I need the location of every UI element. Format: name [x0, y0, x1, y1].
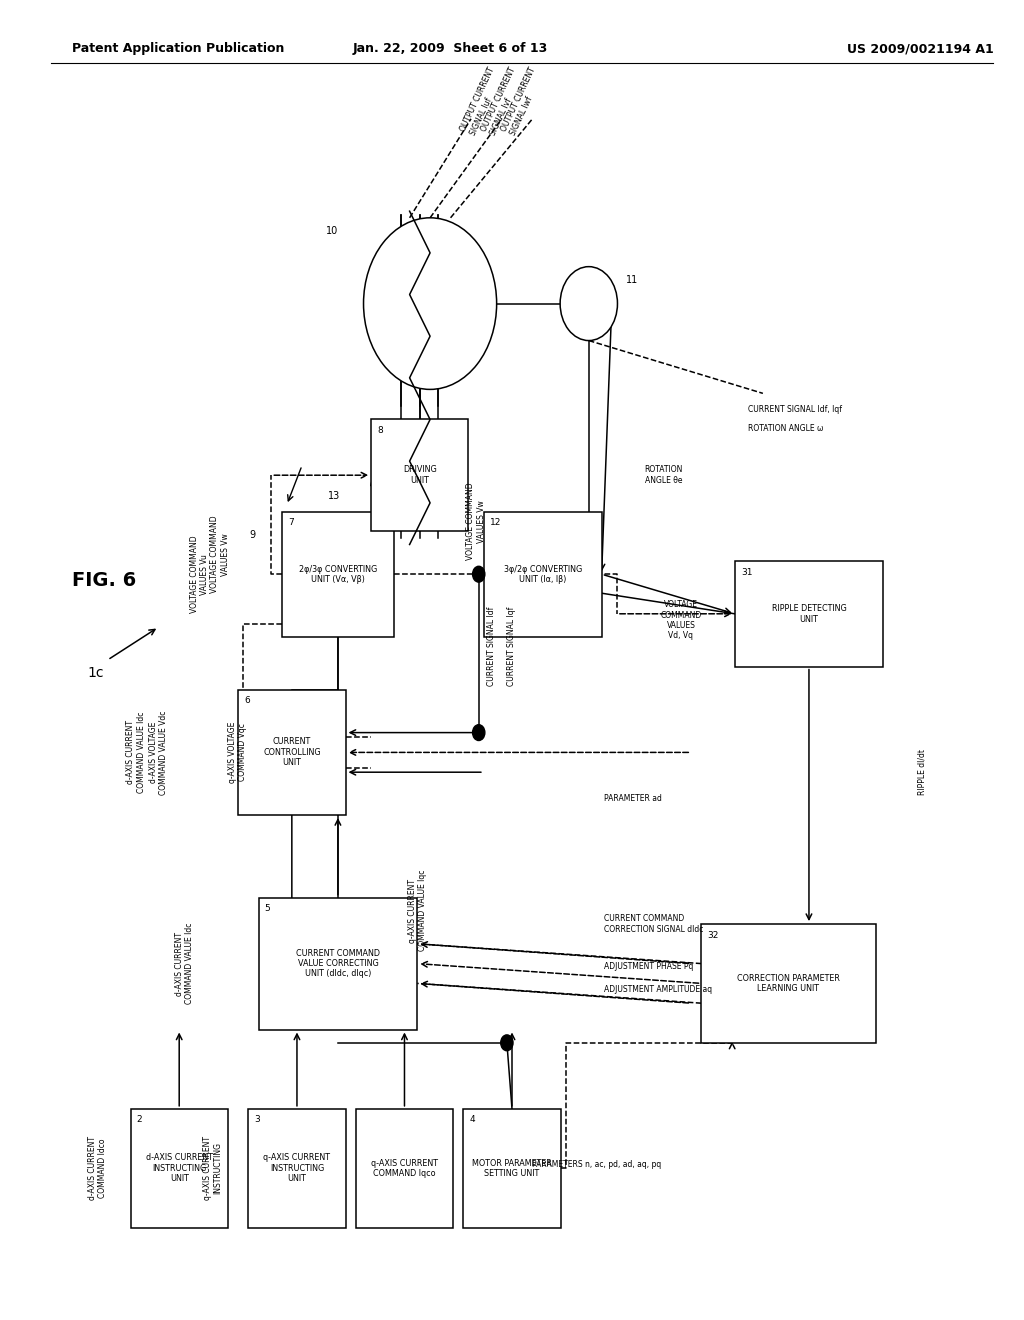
Text: ROTATION
ANGLE θe: ROTATION ANGLE θe	[644, 466, 683, 484]
Text: d-AXIS CURRENT
INSTRUCTING
UNIT: d-AXIS CURRENT INSTRUCTING UNIT	[145, 1154, 213, 1183]
Text: CURRENT
CONTROLLING
UNIT: CURRENT CONTROLLING UNIT	[263, 738, 321, 767]
Text: CURRENT SIGNAL Iqf: CURRENT SIGNAL Iqf	[508, 607, 516, 686]
Text: ADJUSTMENT PHASE Pq: ADJUSTMENT PHASE Pq	[604, 962, 693, 970]
Text: ROTATION ANGLE ω: ROTATION ANGLE ω	[748, 425, 823, 433]
Text: CURRENT SIGNAL Idf: CURRENT SIGNAL Idf	[487, 607, 496, 686]
Text: OUTPUT CURRENT
SIGNAL Iuf: OUTPUT CURRENT SIGNAL Iuf	[459, 66, 506, 137]
Text: q-AXIS CURRENT
INSTRUCTING: q-AXIS CURRENT INSTRUCTING	[204, 1137, 222, 1200]
Text: 5: 5	[264, 904, 270, 913]
Text: d-AXIS CURRENT
COMMAND VALUE Idc: d-AXIS CURRENT COMMAND VALUE Idc	[127, 711, 145, 793]
Text: q-AXIS VOLTAGE
COMMAND Vqc: q-AXIS VOLTAGE COMMAND Vqc	[228, 722, 247, 783]
FancyBboxPatch shape	[282, 512, 394, 638]
Text: 10: 10	[326, 226, 338, 236]
Circle shape	[473, 566, 485, 582]
Text: VOLTAGE COMMAND
VALUES Vw: VOLTAGE COMMAND VALUES Vw	[467, 483, 485, 560]
Text: 32: 32	[708, 931, 719, 940]
Text: 4: 4	[469, 1115, 475, 1125]
FancyBboxPatch shape	[356, 1109, 453, 1228]
Text: MOTOR PARAMETER
SETTING UNIT: MOTOR PARAMETER SETTING UNIT	[472, 1159, 552, 1177]
Text: 6: 6	[244, 697, 250, 705]
Text: 31: 31	[741, 568, 753, 577]
Text: Patent Application Publication: Patent Application Publication	[72, 42, 284, 55]
Text: d-AXIS CURRENT
COMMAND VALUE Idc: d-AXIS CURRENT COMMAND VALUE Idc	[175, 923, 194, 1005]
Text: d-AXIS VOLTAGE
COMMAND VALUE Vdc: d-AXIS VOLTAGE COMMAND VALUE Vdc	[150, 710, 168, 795]
FancyBboxPatch shape	[248, 1109, 346, 1228]
Text: 11: 11	[626, 275, 638, 285]
Text: OUTPUT CURRENT
SIGNAL Iwf: OUTPUT CURRENT SIGNAL Iwf	[500, 66, 547, 137]
Text: ADJUSTMENT AMPLITUDE aq: ADJUSTMENT AMPLITUDE aq	[604, 986, 713, 994]
FancyBboxPatch shape	[238, 689, 345, 814]
Text: CORRECTION PARAMETER
LEARNING UNIT: CORRECTION PARAMETER LEARNING UNIT	[737, 974, 840, 993]
Text: CURRENT COMMAND
VALUE CORRECTING
UNIT (dldc, dlqc): CURRENT COMMAND VALUE CORRECTING UNIT (d…	[296, 949, 380, 978]
FancyBboxPatch shape	[484, 512, 602, 638]
Text: 1c: 1c	[87, 667, 103, 680]
Text: q-AXIS CURRENT
COMMAND Iqco: q-AXIS CURRENT COMMAND Iqco	[371, 1159, 438, 1177]
FancyBboxPatch shape	[735, 561, 883, 667]
Text: 2φ/3φ CONVERTING
UNIT (Vα, Vβ): 2φ/3φ CONVERTING UNIT (Vα, Vβ)	[299, 565, 377, 583]
Circle shape	[560, 267, 617, 341]
Text: 7: 7	[288, 519, 294, 527]
Text: Jan. 22, 2009  Sheet 6 of 13: Jan. 22, 2009 Sheet 6 of 13	[353, 42, 548, 55]
Text: 8: 8	[377, 425, 383, 434]
FancyBboxPatch shape	[701, 924, 876, 1043]
Text: PARAMETERS n, ac, pd, ad, aq, pq: PARAMETERS n, ac, pd, ad, aq, pq	[532, 1160, 662, 1168]
Text: VOLTAGE COMMAND
VALUES Vu: VOLTAGE COMMAND VALUES Vu	[190, 536, 209, 612]
FancyBboxPatch shape	[131, 1109, 227, 1228]
Text: 2: 2	[137, 1115, 142, 1125]
Text: d-AXIS CURRENT
COMMAND Idco: d-AXIS CURRENT COMMAND Idco	[88, 1137, 106, 1200]
Text: 9: 9	[250, 529, 256, 540]
Text: CURRENT SIGNAL Idf, Iqf: CURRENT SIGNAL Idf, Iqf	[748, 405, 842, 413]
Text: q-AXIS CURRENT
COMMAND VALUE Iqc: q-AXIS CURRENT COMMAND VALUE Iqc	[409, 870, 427, 952]
Text: PARAMETER ad: PARAMETER ad	[604, 795, 663, 803]
Text: 3: 3	[254, 1115, 260, 1125]
FancyBboxPatch shape	[463, 1109, 561, 1228]
Circle shape	[473, 725, 485, 741]
Text: US 2009/0021194 A1: US 2009/0021194 A1	[847, 42, 993, 55]
Text: RIPPLE dI/dt: RIPPLE dI/dt	[918, 750, 926, 795]
FancyBboxPatch shape	[371, 420, 469, 531]
Circle shape	[501, 1035, 513, 1051]
Text: OUTPUT CURRENT
SIGNAL Ivf: OUTPUT CURRENT SIGNAL Ivf	[479, 66, 526, 137]
Text: 13: 13	[328, 491, 340, 502]
Text: VOLTAGE
COMMAND
VALUES
Vd, Vq: VOLTAGE COMMAND VALUES Vd, Vq	[660, 601, 701, 640]
Circle shape	[364, 218, 497, 389]
Text: DRIVING
UNIT: DRIVING UNIT	[403, 466, 436, 484]
Text: VOLTAGE COMMAND
VALUES Vw: VOLTAGE COMMAND VALUES Vw	[211, 516, 229, 593]
Text: 3φ/2φ CONVERTING
UNIT (Iα, Iβ): 3φ/2φ CONVERTING UNIT (Iα, Iβ)	[504, 565, 582, 583]
Text: CURRENT COMMAND
CORRECTION SIGNAL dldc: CURRENT COMMAND CORRECTION SIGNAL dldc	[604, 915, 703, 933]
Text: FIG. 6: FIG. 6	[72, 572, 136, 590]
Text: q-AXIS CURRENT
INSTRUCTING
UNIT: q-AXIS CURRENT INSTRUCTING UNIT	[263, 1154, 331, 1183]
Text: RIPPLE DETECTING
UNIT: RIPPLE DETECTING UNIT	[772, 605, 846, 623]
Text: 12: 12	[490, 519, 502, 527]
FancyBboxPatch shape	[258, 898, 418, 1030]
